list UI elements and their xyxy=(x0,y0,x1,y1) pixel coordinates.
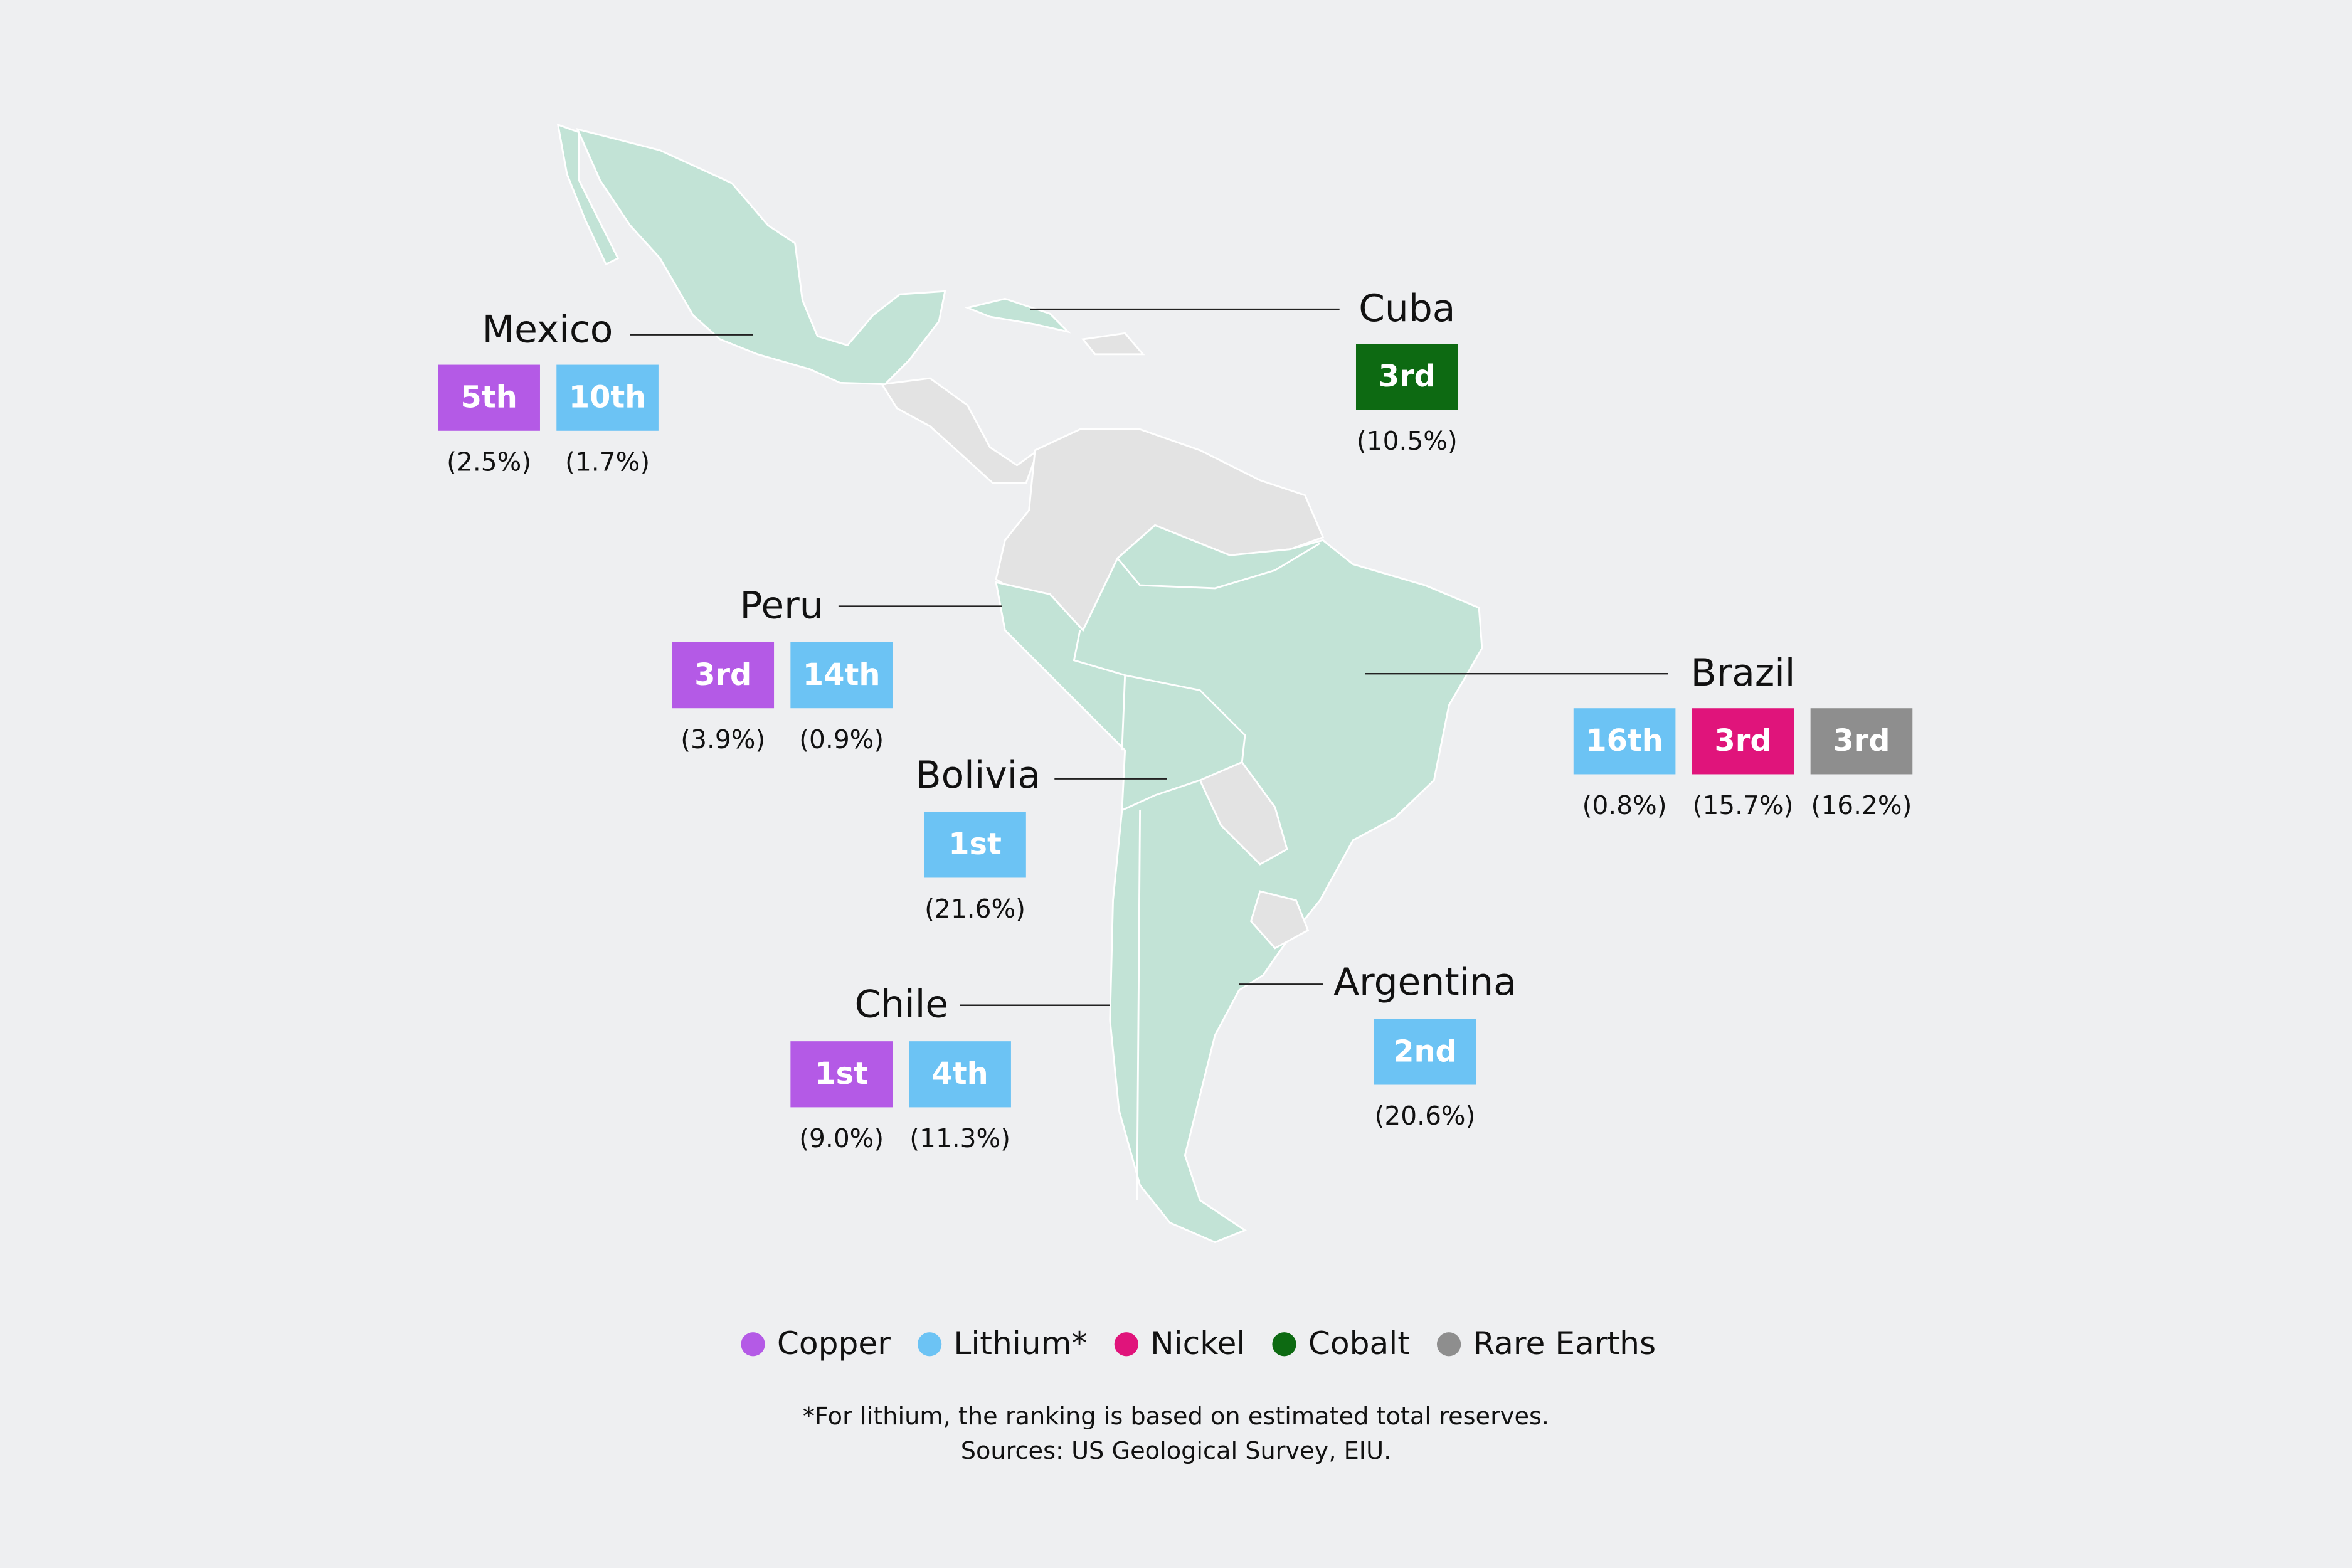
rank-badge xyxy=(556,364,659,431)
country-labels: Mexico 5th (2.5%) 10th (1.7%) Cuba 3rd (10.5%) P… xyxy=(438,287,1913,1153)
rank-badge xyxy=(790,1041,893,1108)
share-text: (0.8%) xyxy=(1582,790,1667,820)
country-name: Mexico xyxy=(482,309,613,352)
share-text: (11.3%) xyxy=(909,1123,1010,1153)
legend: Copper Lithium* Nickel Cobalt Rare Earths xyxy=(741,1325,1656,1362)
rank-badge xyxy=(790,642,893,709)
legend-dot xyxy=(1272,1332,1296,1357)
rank-text: 4th xyxy=(932,1057,988,1091)
rank-badge xyxy=(438,364,540,431)
south-america-shape xyxy=(995,524,1483,1244)
map xyxy=(556,123,1483,1244)
rank-badge xyxy=(924,812,1026,878)
rank-badge xyxy=(1810,708,1913,775)
legend-dot xyxy=(1114,1332,1138,1357)
central-america xyxy=(880,377,1040,484)
mexico-shape xyxy=(576,127,946,386)
borders xyxy=(1073,542,1321,1200)
legend-label: Rare Earths xyxy=(1473,1325,1656,1362)
rank-text: 3rd xyxy=(1379,359,1436,394)
rank-badge xyxy=(909,1041,1011,1108)
cuba-shape xyxy=(964,297,1071,334)
legend-dot xyxy=(741,1332,765,1357)
share-text: (15.7%) xyxy=(1693,790,1794,820)
share-text: (9.0%) xyxy=(799,1123,884,1153)
rank-badge xyxy=(1573,708,1676,775)
legend-label: Nickel xyxy=(1150,1325,1245,1362)
share-text: (21.6%) xyxy=(924,894,1025,924)
rank-text: 3rd xyxy=(694,658,751,692)
baja-california xyxy=(556,123,620,266)
share-text: (20.6%) xyxy=(1375,1101,1476,1131)
legend-dot xyxy=(917,1332,942,1357)
rank-text: 16th xyxy=(1586,724,1663,758)
share-text: (3.9%) xyxy=(681,724,765,755)
legend-label: Copper xyxy=(777,1325,891,1362)
legend-label: Cobalt xyxy=(1308,1325,1410,1362)
legend-dot xyxy=(1436,1332,1461,1357)
caribbean-islands xyxy=(1081,332,1145,356)
rank-text: 3rd xyxy=(1833,724,1890,758)
rank-text: 1st xyxy=(948,827,1002,862)
rank-text: 14th xyxy=(803,658,880,692)
rank-badge xyxy=(1355,344,1458,410)
rank-text: 10th xyxy=(569,381,646,415)
country-name: Chile xyxy=(855,983,949,1027)
rank-text: 1st xyxy=(815,1057,868,1091)
share-text: (2.5%) xyxy=(447,447,531,477)
country-name: Peru xyxy=(739,585,823,628)
footnote: *For lithium, the ranking is based on es… xyxy=(803,1402,1549,1431)
country-name: Brazil xyxy=(1691,652,1796,695)
rank-badge xyxy=(672,642,775,709)
country-name: Cuba xyxy=(1359,287,1455,331)
share-text: (1.7%) xyxy=(565,447,650,477)
rank-text: 2nd xyxy=(1393,1034,1457,1069)
country-name: Bolivia xyxy=(916,754,1041,797)
rank-badge xyxy=(1692,708,1794,775)
share-text: (10.5%) xyxy=(1357,426,1458,456)
rank-text: 3rd xyxy=(1714,724,1771,758)
uruguay xyxy=(1249,890,1310,950)
sources: Sources: US Geological Survey, EIU. xyxy=(961,1437,1392,1465)
legend-label: Lithium* xyxy=(953,1325,1087,1362)
share-text: (0.9%) xyxy=(799,724,884,755)
rank-text: 5th xyxy=(461,381,517,415)
rank-badge xyxy=(1374,1019,1476,1085)
share-text: (16.2%) xyxy=(1811,790,1912,820)
country-name: Argentina xyxy=(1333,961,1517,1004)
